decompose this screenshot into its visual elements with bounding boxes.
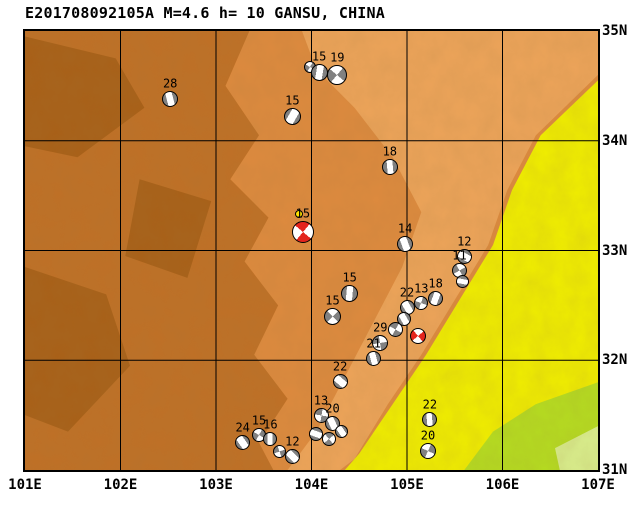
focal-mechanism-beachball bbox=[284, 449, 300, 465]
focal-mechanism-beachball bbox=[388, 322, 403, 337]
y-tick-label: 33N bbox=[602, 242, 628, 259]
focal-mechanism-beachball bbox=[397, 311, 412, 326]
map-area: 28 15 19 15 18 15 14 12 11 15 15 22 13 18 29 21 22 13 20 24… bbox=[23, 29, 600, 472]
depth-label: 15 bbox=[311, 49, 327, 64]
x-tick-label: 103E bbox=[199, 477, 233, 493]
depth-label: 12 bbox=[457, 233, 472, 248]
focal-mechanism-beachball bbox=[422, 412, 438, 427]
depth-label: 15 bbox=[325, 293, 340, 308]
focal-mechanism-beachball bbox=[397, 235, 414, 252]
terrain-svg bbox=[25, 31, 598, 470]
focal-mechanism-beachball bbox=[235, 435, 251, 451]
focal-mechanism-beachball bbox=[455, 274, 469, 288]
y-tick-label: 35N bbox=[602, 23, 628, 39]
focal-mechanism-beachball bbox=[381, 159, 398, 176]
focal-mechanism-beachball bbox=[283, 108, 301, 126]
depth-label: 15 bbox=[251, 413, 267, 428]
depth-label: 14 bbox=[397, 221, 413, 236]
depth-label: 16 bbox=[263, 417, 278, 432]
focal-mechanism-beachball bbox=[332, 373, 348, 389]
depth-label: 22 bbox=[422, 397, 438, 412]
depth-label: 20 bbox=[325, 401, 340, 416]
focal-mechanism-beachball bbox=[428, 291, 444, 307]
depth-label: 13 bbox=[414, 281, 429, 296]
depth-label: 28 bbox=[162, 76, 178, 91]
depth-label: 19 bbox=[330, 50, 345, 65]
focal-mechanism-beachball bbox=[372, 334, 389, 351]
depth-label: 15 bbox=[285, 93, 300, 108]
depth-label: 11 bbox=[452, 248, 467, 263]
event-epicenter-dot bbox=[295, 210, 304, 219]
depth-label: 15 bbox=[342, 270, 357, 285]
depth-label: 29 bbox=[373, 320, 388, 335]
focal-mechanism-beachball bbox=[321, 432, 336, 447]
focal-mechanism-beachball bbox=[324, 307, 341, 325]
focal-mechanism-beachball-main bbox=[291, 220, 314, 243]
focal-mechanism-beachball bbox=[456, 248, 472, 264]
y-tick-label: 34N bbox=[602, 132, 628, 149]
depth-label: 22 bbox=[332, 359, 348, 373]
x-tick-label: 102E bbox=[103, 477, 138, 493]
focal-mechanism-beachball bbox=[420, 443, 436, 460]
figure-title: E201708092105A M=4.6 h= 10 GANSU, CHINA bbox=[25, 4, 385, 22]
depth-label: 18 bbox=[382, 144, 398, 159]
depth-label: 24 bbox=[235, 420, 250, 435]
depth-label: 21 bbox=[366, 336, 381, 350]
depth-label: 15 bbox=[295, 206, 311, 221]
y-tick-label: 32N bbox=[602, 352, 628, 369]
depth-label: 12 bbox=[285, 434, 300, 449]
focal-mechanism-beachball bbox=[327, 64, 348, 85]
x-tick-label: 107E bbox=[581, 477, 615, 493]
depth-label: 18 bbox=[428, 276, 443, 291]
focal-mechanism-beachball-main bbox=[409, 328, 426, 345]
focal-mechanism-beachball bbox=[263, 432, 278, 447]
focal-mechanism-beachball bbox=[414, 296, 429, 311]
y-tick-label: 31N bbox=[602, 462, 628, 478]
focal-mechanism-beachball bbox=[272, 444, 286, 458]
focal-mechanism-beachball bbox=[313, 407, 329, 423]
x-tick-label: 106E bbox=[485, 477, 520, 493]
depth-label: 22 bbox=[399, 285, 415, 300]
focal-mechanism-beachball bbox=[310, 64, 328, 82]
focal-mechanism-beachball bbox=[162, 91, 179, 107]
x-tick-label: 105E bbox=[390, 477, 424, 493]
x-tick-label: 101E bbox=[8, 477, 42, 493]
depth-label: 20 bbox=[420, 428, 436, 443]
focal-mechanism-beachball bbox=[366, 350, 382, 366]
x-tick-label: 104E bbox=[294, 477, 329, 493]
focal-mechanism-beachball bbox=[341, 284, 359, 302]
focal-mechanism-beachball bbox=[334, 425, 348, 439]
depth-label: 13 bbox=[313, 393, 329, 407]
